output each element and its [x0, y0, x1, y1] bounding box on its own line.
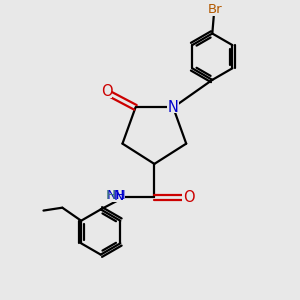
Bar [182, 192, 195, 203]
Text: N: N [113, 189, 124, 203]
Text: Br: Br [208, 3, 223, 16]
Bar [106, 190, 125, 202]
Bar [106, 190, 125, 202]
Text: N: N [168, 100, 178, 115]
Bar [207, 5, 223, 16]
Text: O: O [183, 190, 194, 205]
Text: O: O [101, 84, 112, 99]
Bar [99, 87, 112, 98]
Bar [167, 102, 179, 113]
Text: H: H [105, 189, 115, 202]
Text: NH: NH [107, 189, 127, 202]
